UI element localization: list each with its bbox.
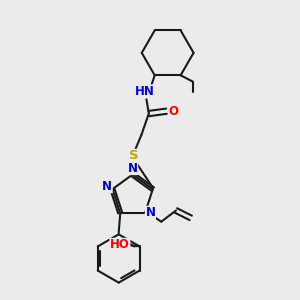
Text: S: S (129, 149, 139, 163)
Text: N: N (146, 206, 155, 219)
Text: HN: HN (134, 85, 154, 98)
Text: HO: HO (110, 238, 130, 251)
Text: N: N (102, 180, 112, 193)
Text: N: N (128, 161, 138, 175)
Text: O: O (169, 105, 178, 118)
